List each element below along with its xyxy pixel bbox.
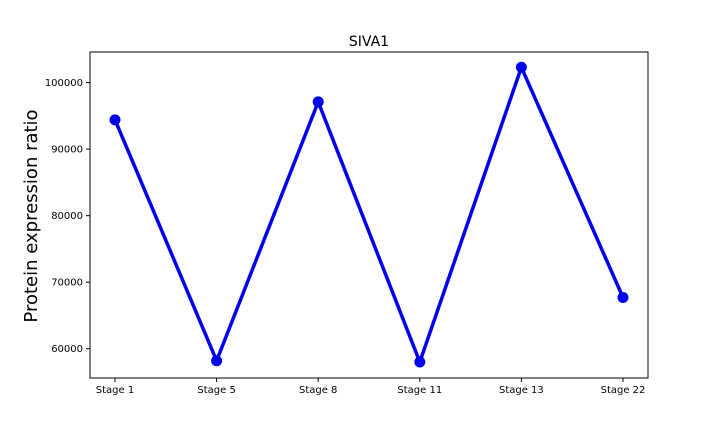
x-tick-label: Stage 11 bbox=[397, 385, 442, 396]
data-point bbox=[515, 61, 527, 73]
axis-ticks: Stage 1 Stage 5 Stage 8 Stage 11 Stage 13 Sta… bbox=[45, 78, 646, 396]
plot-frame bbox=[89, 51, 649, 379]
x-tick-label: Stage 5 bbox=[197, 385, 235, 396]
data-point bbox=[312, 96, 324, 108]
x-tick-label: Stage 22 bbox=[601, 385, 646, 396]
y-tick-label: 70000 bbox=[51, 278, 83, 289]
x-tick-label: Stage 1 bbox=[96, 385, 134, 396]
chart-title: SIVA1 bbox=[349, 34, 389, 50]
series-line bbox=[113, 65, 625, 364]
y-tick-label: 100000 bbox=[45, 78, 83, 89]
y-axis-title: Protein expression ratio bbox=[21, 109, 42, 322]
data-point bbox=[211, 355, 223, 367]
data-point bbox=[414, 356, 426, 368]
plot-area bbox=[89, 51, 649, 379]
data-series bbox=[109, 61, 629, 368]
y-tick-label: 90000 bbox=[51, 145, 83, 156]
x-tick-label: Stage 13 bbox=[499, 385, 544, 396]
y-tick-label: 60000 bbox=[51, 344, 83, 355]
y-tick-label: 80000 bbox=[51, 211, 83, 222]
x-tick-label: Stage 8 bbox=[299, 385, 337, 396]
data-point bbox=[617, 291, 629, 303]
data-point bbox=[109, 114, 121, 126]
